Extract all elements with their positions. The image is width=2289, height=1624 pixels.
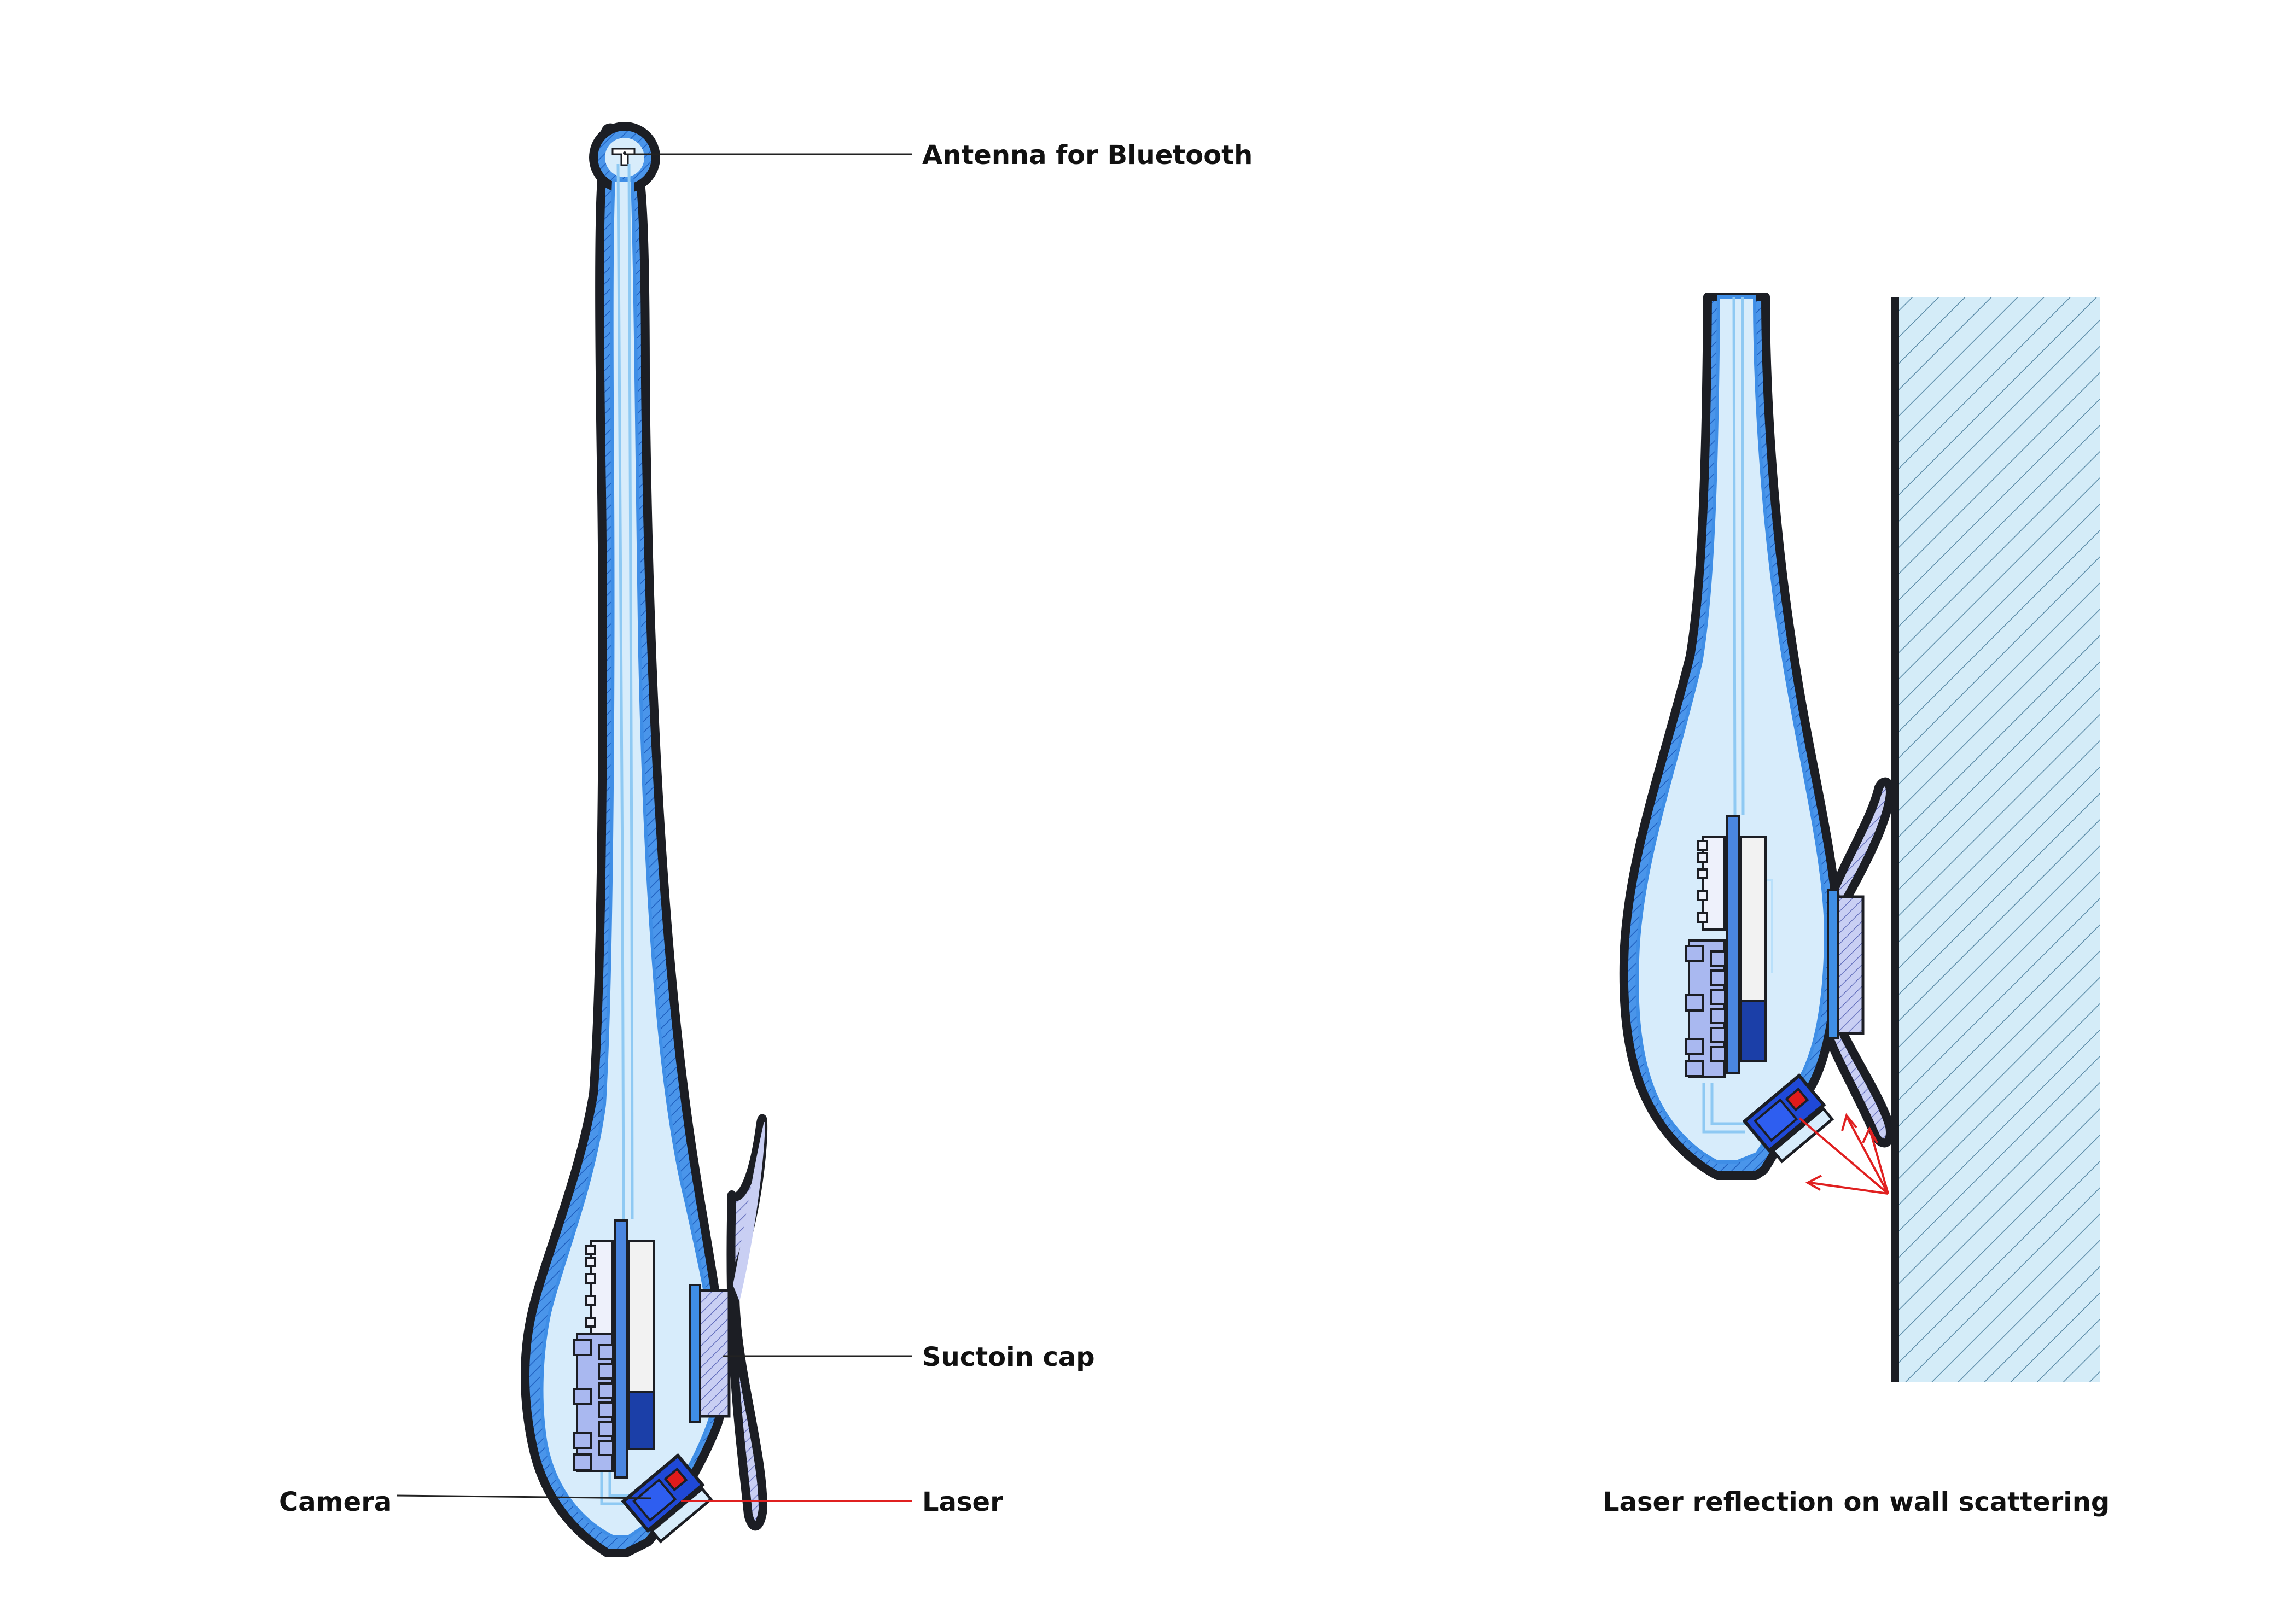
connector-block-right (1697, 836, 1726, 931)
internal-cable-right (1732, 296, 1745, 815)
chip-stack-right (1685, 939, 1726, 1078)
internal-cable-left (616, 163, 634, 1220)
battery-charge-left (628, 1391, 655, 1450)
label-suction-cap: Suctoin cap (922, 1342, 1095, 1372)
device-cavity-right (1635, 295, 1828, 1164)
wall (1892, 297, 2100, 1382)
laser-emitter-right (1785, 1087, 1809, 1112)
label-wall-caption: Laser reflection on wall scattering (1603, 1487, 2110, 1517)
suction-lip-right (1825, 777, 1895, 1148)
camera-leader-line (396, 1494, 651, 1499)
label-laser: Laser (922, 1487, 1003, 1517)
battery-charge-right (1740, 1000, 1767, 1062)
cap-mount-right (1827, 889, 1839, 1039)
label-antenna: Antenna for Bluetooth (922, 140, 1253, 171)
arrowhead-icon (1805, 1175, 1822, 1191)
cap-mount-left (689, 1284, 701, 1423)
device-full-view (521, 122, 768, 1557)
label-camera: Camera (279, 1487, 392, 1517)
chip-stack-left (573, 1333, 614, 1472)
arrowhead-icon (1841, 1113, 1857, 1131)
device-cavity-left (540, 179, 716, 1538)
suction-lip-stem-left (733, 1121, 765, 1301)
camera-cable-right (1702, 1083, 1745, 1134)
connector-block-left (585, 1240, 614, 1335)
pcb-board-left (614, 1219, 628, 1479)
camera-module-left (621, 1453, 713, 1544)
laser-emitter-left (663, 1467, 688, 1492)
laser-reflection-rays (1798, 1113, 1889, 1195)
pcb-board-right (1726, 815, 1740, 1074)
device-on-wall-view (1619, 293, 2100, 1382)
suction-lip-left (726, 1114, 768, 1531)
arrowhead-icon (1862, 1126, 1878, 1143)
camera-module-right (1742, 1073, 1834, 1164)
